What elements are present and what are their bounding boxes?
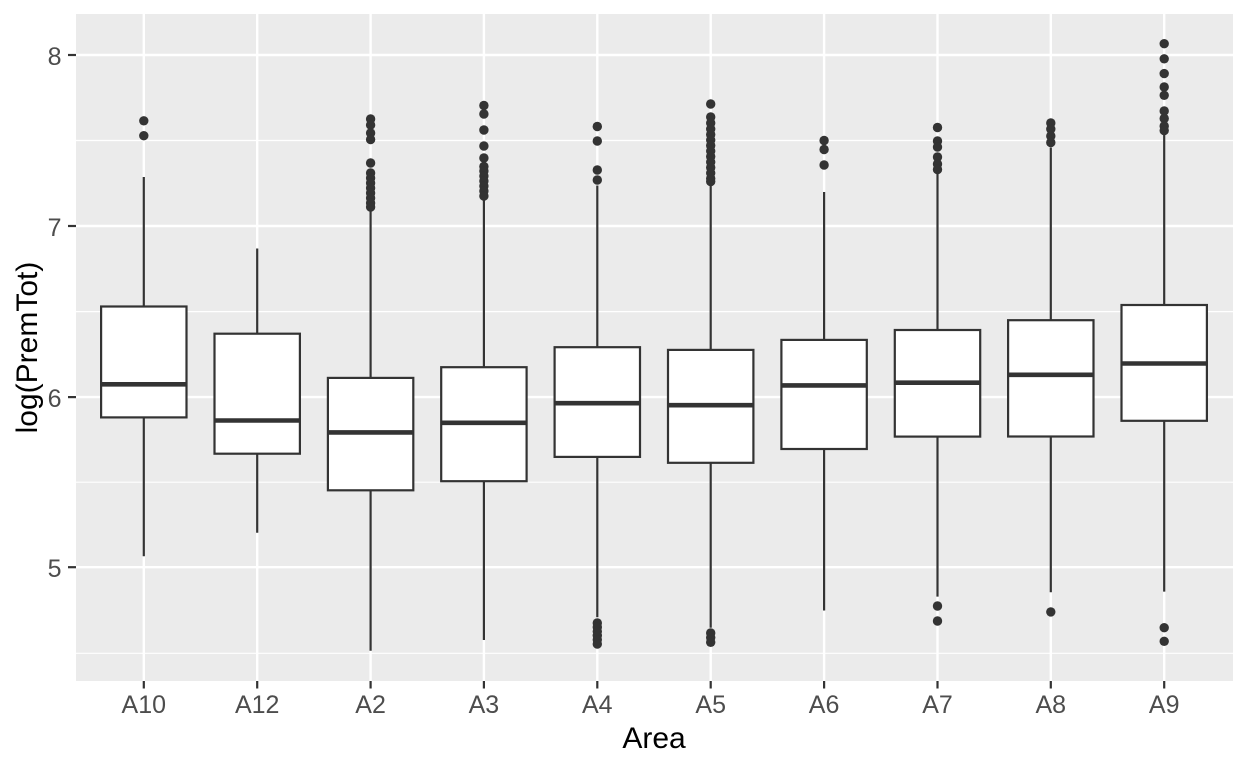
svg-text:A5: A5 (695, 691, 726, 719)
svg-text:A6: A6 (809, 691, 840, 719)
svg-text:7: 7 (48, 214, 62, 242)
svg-text:A4: A4 (582, 691, 613, 719)
svg-text:A12: A12 (235, 691, 279, 719)
svg-text:6: 6 (48, 385, 62, 413)
svg-text:5: 5 (48, 555, 62, 583)
svg-text:log(PremTot): log(PremTot) (11, 262, 44, 434)
svg-text:A8: A8 (1036, 691, 1067, 719)
svg-text:A3: A3 (469, 691, 500, 719)
svg-text:A2: A2 (355, 691, 386, 719)
svg-text:A9: A9 (1149, 691, 1180, 719)
svg-text:8: 8 (48, 43, 62, 71)
svg-text:A7: A7 (922, 691, 953, 719)
svg-text:A10: A10 (122, 691, 166, 719)
svg-text:Area: Area (622, 722, 686, 755)
